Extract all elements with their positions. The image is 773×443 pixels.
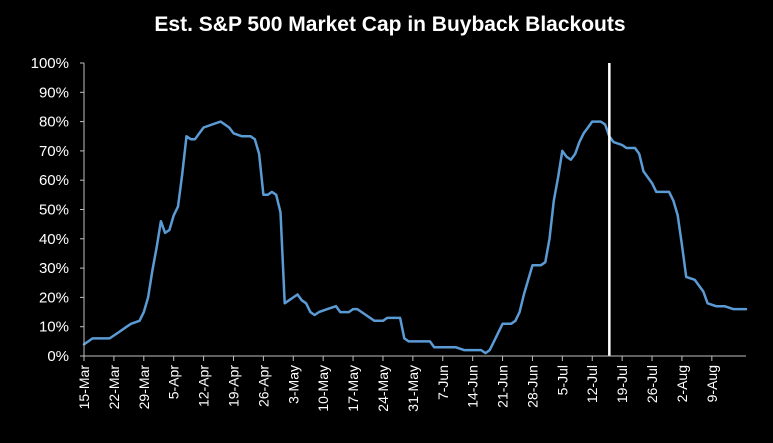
y-tick-label: 60% bbox=[39, 172, 69, 189]
x-tick-label: 15-Mar bbox=[76, 365, 92, 410]
y-tick-label: 30% bbox=[39, 260, 69, 277]
x-tick-label: 28-Jun bbox=[525, 365, 541, 408]
y-tick-label: 50% bbox=[39, 202, 69, 219]
x-tick-label: 14-Jun bbox=[465, 365, 481, 408]
x-tick-label: 19-Apr bbox=[226, 365, 242, 407]
x-tick-label: 19-Jul bbox=[614, 365, 630, 403]
x-tick-label: 2-Aug bbox=[674, 365, 690, 402]
series-layer bbox=[82, 120, 748, 355]
x-tick-label: 5-Apr bbox=[166, 365, 182, 400]
y-tick-label: 70% bbox=[39, 143, 69, 160]
x-tick-label: 12-Apr bbox=[196, 365, 212, 407]
series-line bbox=[82, 120, 748, 355]
y-tick-label: 80% bbox=[39, 114, 69, 131]
x-tick-label: 3-May bbox=[285, 365, 301, 404]
y-tick-label: 40% bbox=[39, 231, 69, 248]
x-tick-label: 21-Jun bbox=[495, 365, 511, 408]
x-tick-label: 26-Jul bbox=[644, 365, 660, 403]
x-tick-label: 10-May bbox=[315, 365, 331, 412]
axis-lines bbox=[83, 63, 746, 357]
x-tick-label: 29-Mar bbox=[136, 365, 152, 410]
x-axis: 15-Mar 22-Mar 29-Mar 5-Apr 12-Apr 19-Apr 26-Ap… bbox=[76, 356, 720, 412]
chart-title: Est. S&P 500 Market Cap in Buyback Black… bbox=[154, 13, 625, 36]
x-tick-label: 7-Jun bbox=[435, 365, 451, 400]
x-tick-label: 22-Mar bbox=[106, 365, 122, 410]
x-tick-label: 24-May bbox=[375, 365, 391, 412]
y-tick-label: 0% bbox=[47, 348, 69, 365]
x-tick-label: 5-Jul bbox=[554, 365, 570, 395]
y-tick-label: 10% bbox=[39, 319, 69, 336]
x-tick-label: 9-Aug bbox=[704, 365, 720, 402]
x-tick-label: 12-Jul bbox=[584, 365, 600, 403]
y-axis: 0% 10% 20% 30% 40% 50% 60% 70% 80% 90% 100% bbox=[31, 55, 84, 365]
y-tick-label: 90% bbox=[39, 84, 69, 101]
y-tick-label: 20% bbox=[39, 289, 69, 306]
x-tick-label: 17-May bbox=[345, 365, 361, 412]
y-tick-label: 100% bbox=[31, 55, 69, 72]
x-tick-label: 31-May bbox=[405, 365, 421, 412]
x-tick-label: 26-Apr bbox=[255, 365, 271, 407]
